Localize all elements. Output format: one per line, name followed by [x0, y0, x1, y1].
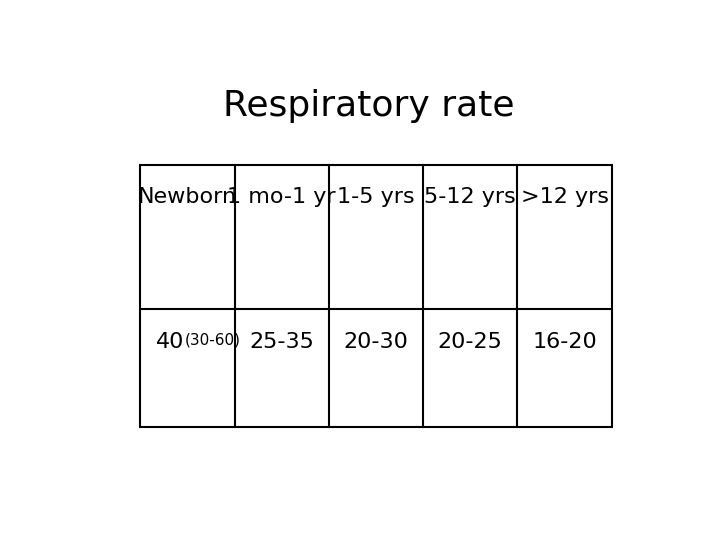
Bar: [140, 165, 612, 427]
Text: Newborn: Newborn: [138, 187, 237, 207]
Text: 20-30: 20-30: [343, 332, 408, 352]
Text: Respiratory rate: Respiratory rate: [223, 90, 515, 123]
Text: 1 mo-1 yr: 1 mo-1 yr: [228, 187, 336, 207]
Text: 16-20: 16-20: [532, 332, 597, 352]
Text: 20-25: 20-25: [438, 332, 503, 352]
Text: 1-5 yrs: 1-5 yrs: [337, 187, 415, 207]
Text: (30-60): (30-60): [184, 332, 240, 347]
Text: 40: 40: [156, 332, 184, 352]
Text: >12 yrs: >12 yrs: [521, 187, 608, 207]
Text: 25-35: 25-35: [249, 332, 314, 352]
Text: 5-12 yrs: 5-12 yrs: [424, 187, 516, 207]
